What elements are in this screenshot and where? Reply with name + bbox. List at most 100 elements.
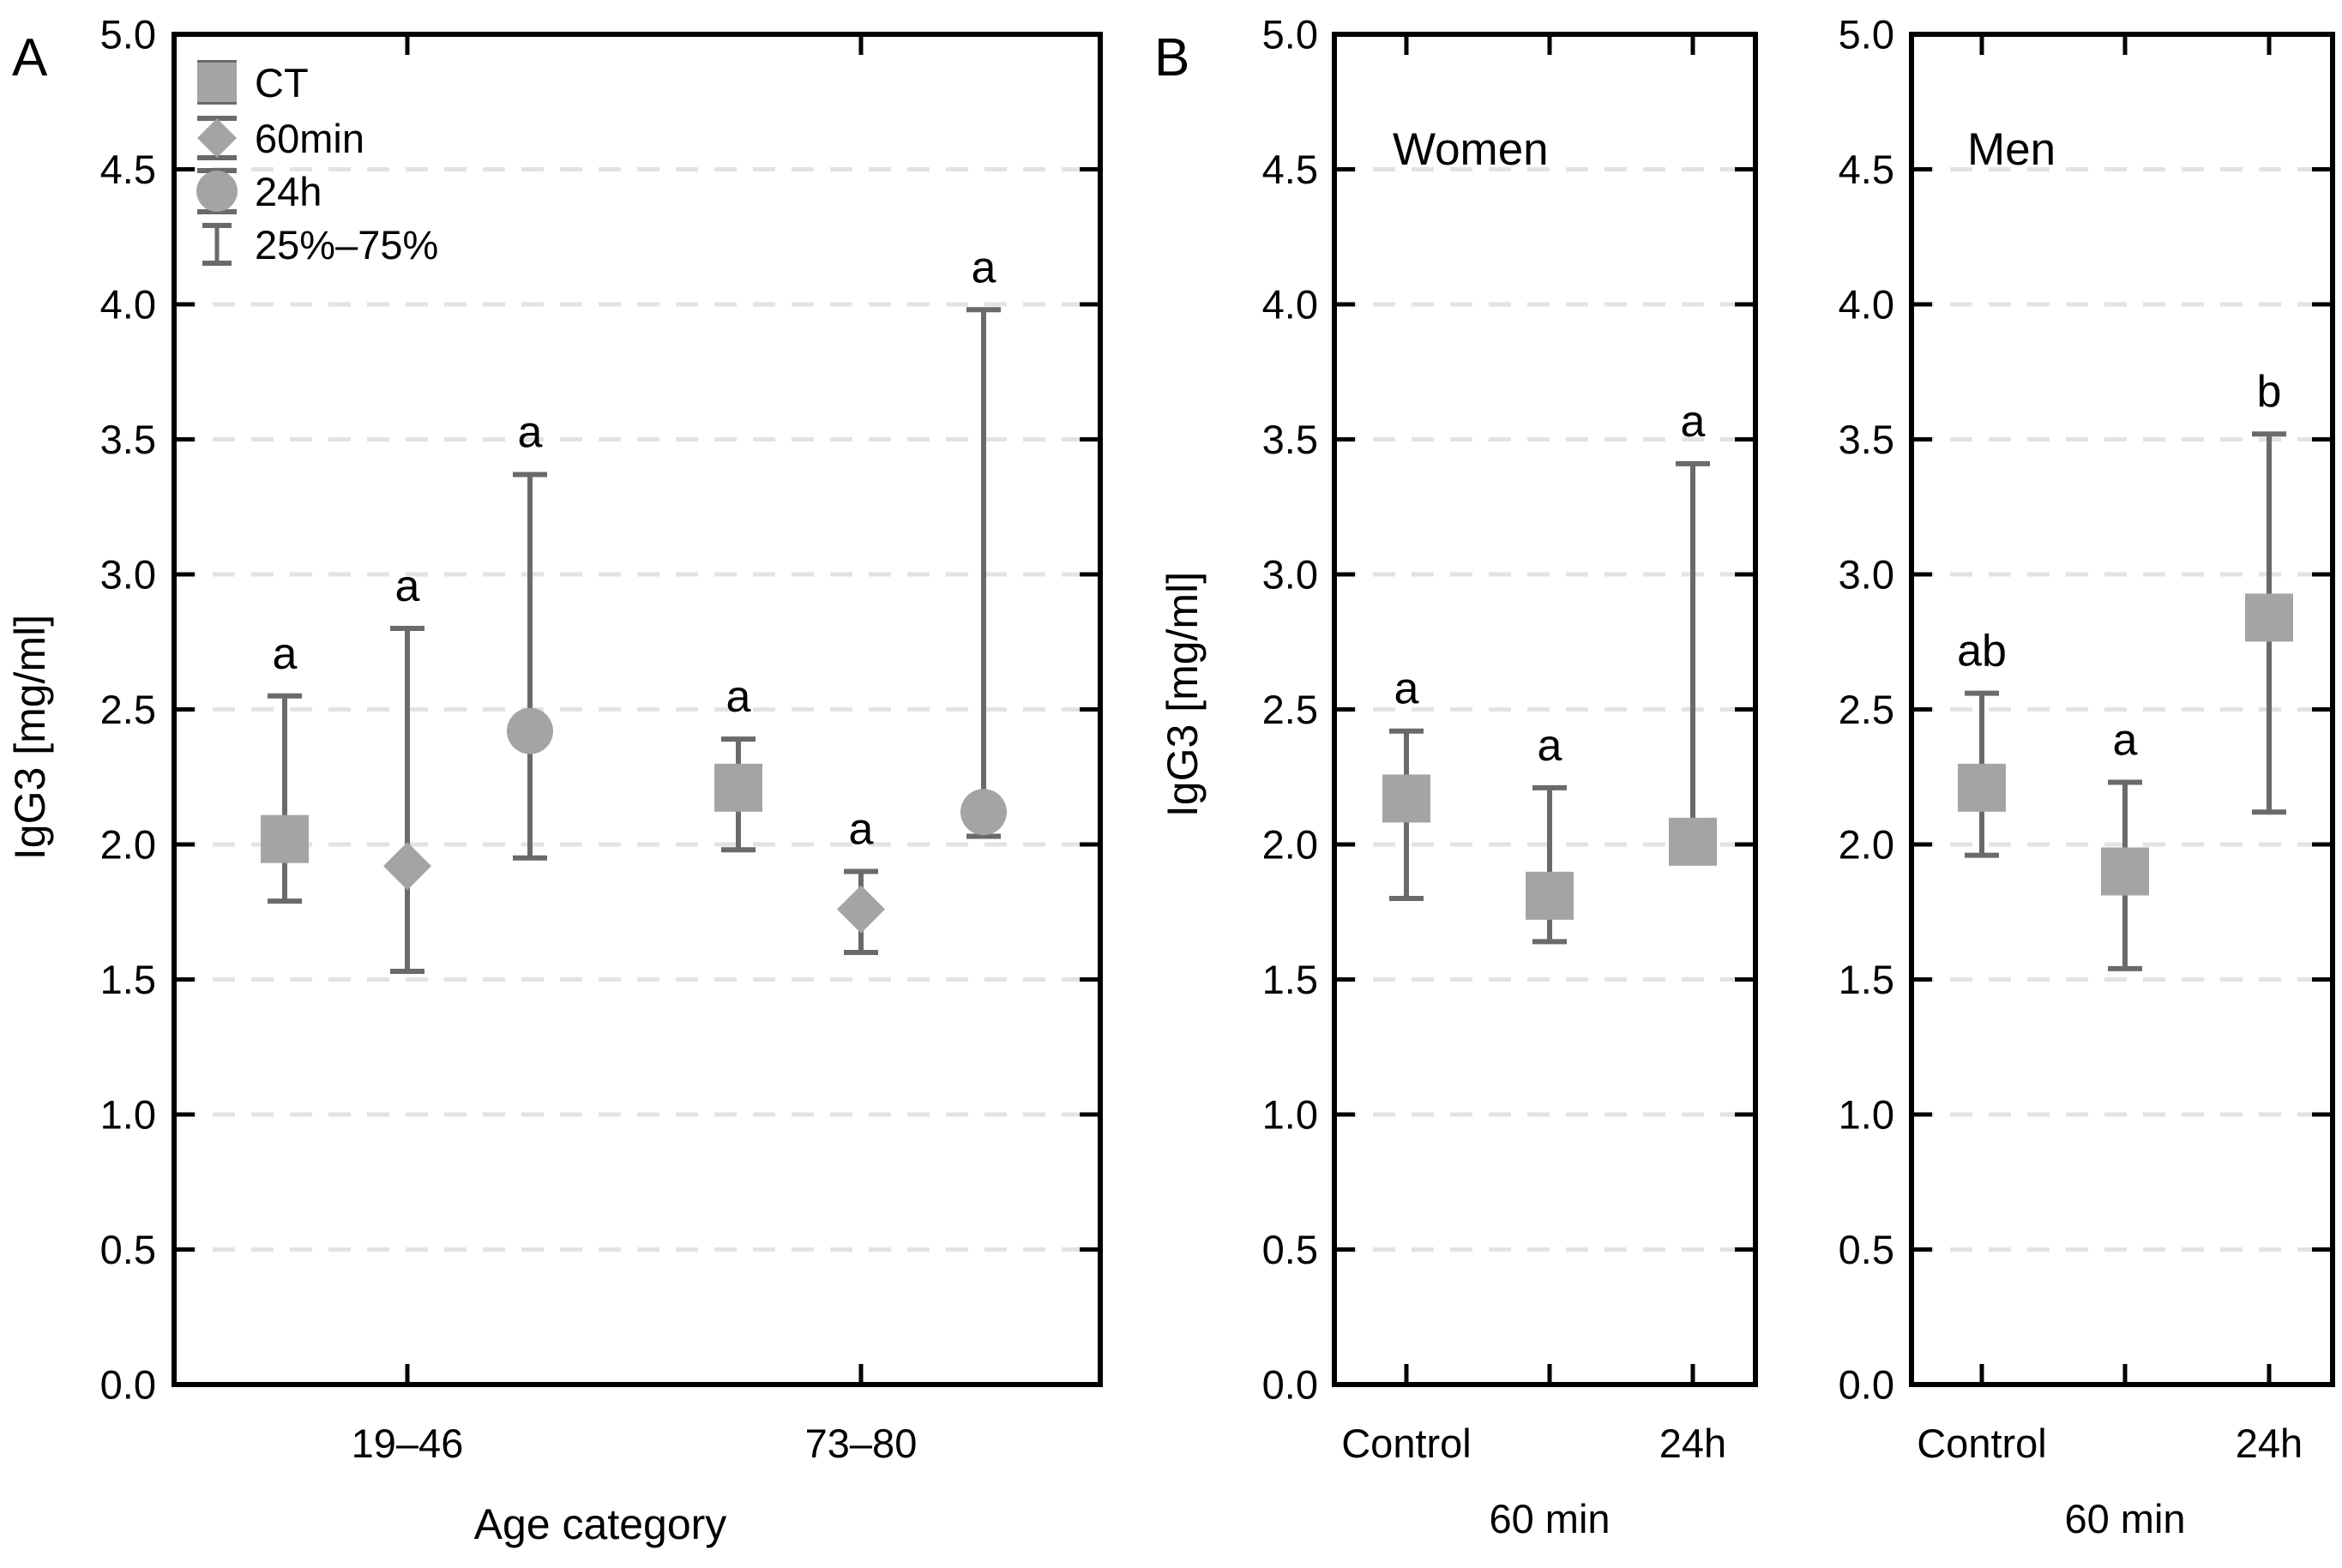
y-tick-label: 4.5 [1839, 147, 1894, 192]
marker-square-icon [1958, 763, 2006, 812]
x-tick-label: 60 min [1489, 1496, 1610, 1541]
y-tick-label: 3.0 [1262, 551, 1318, 597]
sig-letter: a [1538, 721, 1562, 771]
sig-letter: a [1394, 664, 1419, 714]
data-point-CT-1 [1526, 784, 1574, 945]
marker-square-icon [1526, 871, 1574, 920]
y-tick-label: 2.0 [100, 821, 156, 867]
panel-letter: B [1154, 28, 1189, 87]
data-point-CT-0 [1958, 690, 2006, 858]
y-tick-label: 2.5 [100, 687, 156, 732]
legend-item-2575 [202, 223, 232, 266]
data-point-60min-0 [383, 626, 431, 975]
data-point-CT-1 [2101, 779, 2149, 971]
y-tick-label: 1.0 [1839, 1091, 1894, 1137]
data-point-24h-1 [960, 307, 1007, 839]
legend-item-24h [196, 168, 238, 214]
sig-letter: a [849, 805, 874, 855]
x-tick-label: 73–80 [805, 1421, 918, 1466]
legend-item-ct [197, 60, 237, 105]
sig-letter: a [395, 562, 420, 611]
panel-letter: A [12, 28, 48, 87]
y-tick-label: 5.0 [100, 11, 156, 57]
y-tick-label: 3.0 [1839, 551, 1894, 597]
data-point-24h-0 [507, 472, 553, 861]
legend-diamond-icon [197, 118, 237, 158]
legend-square-icon [197, 63, 237, 102]
y-tick-label: 0.5 [1839, 1227, 1894, 1272]
marker-diamond-icon [837, 885, 885, 934]
x-tick-label: Control [1917, 1421, 2047, 1466]
panel-men [1909, 32, 2335, 1387]
y-tick-label: 2.0 [1839, 821, 1894, 867]
y-tick-label: 4.0 [1839, 281, 1894, 327]
y-tick-label: 2.5 [1262, 687, 1318, 732]
y-tick-label: 4.5 [1262, 147, 1318, 192]
y-axis-title: IgG3 [mg/ml] [6, 615, 54, 860]
x-tick-label: 19–46 [352, 1421, 464, 1466]
y-tick-label: 1.0 [1262, 1091, 1318, 1137]
y-tick-label: 0.5 [1262, 1227, 1318, 1272]
legend-item-60min [197, 116, 237, 160]
y-tick-label: 5.0 [1839, 11, 1894, 57]
sig-letter: a [1681, 397, 1706, 447]
legend-label: CT [255, 60, 309, 105]
sig-letter: a [273, 629, 298, 679]
y-tick-label: 4.0 [100, 281, 156, 327]
y-tick-label: 5.0 [1262, 11, 1318, 57]
y-tick-label: 3.5 [1839, 417, 1894, 462]
sig-letter: b [2257, 367, 2282, 417]
x-tick-label: 24h [2236, 1421, 2303, 1466]
marker-square-icon [1382, 774, 1430, 823]
y-tick-label: 2.5 [1839, 687, 1894, 732]
marker-square-icon [714, 763, 762, 812]
marker-circle-icon [507, 707, 553, 754]
x-tick-label: 60 min [2064, 1496, 2185, 1541]
panel-a [172, 32, 1103, 1387]
y-tick-label: 3.5 [1262, 417, 1318, 462]
marker-square-icon [2101, 847, 2149, 896]
subplot-title: Women [1393, 124, 1549, 175]
subplot-title: Men [1967, 124, 2056, 175]
sig-letter: a [726, 672, 751, 722]
y-tick-label: 4.5 [100, 147, 156, 192]
data-point-CT-1 [714, 736, 762, 853]
y-tick-label: 0.0 [1839, 1361, 1894, 1407]
y-tick-label: 0.0 [1262, 1361, 1318, 1407]
x-tick-label: 24h [1659, 1421, 1726, 1466]
y-axis-title: IgG3 [mg/ml] [1159, 572, 1207, 817]
panel-women [1332, 32, 1758, 1387]
marker-square-icon [1669, 817, 1717, 866]
data-point-60min-1 [837, 868, 885, 955]
y-tick-label: 1.5 [1262, 957, 1318, 1002]
data-point-CT-2 [2245, 431, 2293, 815]
marker-square-icon [2245, 593, 2293, 642]
y-tick-label: 1.5 [1839, 957, 1894, 1002]
x-tick-label: Control [1341, 1421, 1472, 1466]
legend [196, 60, 238, 266]
legend-label: 25%–75% [255, 222, 438, 267]
y-tick-label: 4.0 [1262, 281, 1318, 327]
sig-letter: a [972, 243, 996, 292]
legend-circle-icon [196, 171, 238, 212]
y-tick-label: 0.5 [100, 1227, 156, 1272]
marker-diamond-icon [383, 842, 431, 891]
data-point-CT-0 [261, 693, 309, 904]
marker-square-icon [261, 814, 309, 863]
y-tick-label: 2.0 [1262, 821, 1318, 867]
sig-letter: ab [1957, 627, 2007, 676]
legend-label: 24h [255, 169, 322, 214]
data-point-CT-2 [1669, 460, 1717, 866]
y-tick-label: 0.0 [100, 1361, 156, 1407]
y-tick-label: 1.5 [100, 957, 156, 1002]
y-tick-label: 3.5 [100, 417, 156, 462]
x-axis-title: Age category [474, 1500, 727, 1548]
marker-circle-icon [960, 789, 1007, 836]
y-tick-label: 1.0 [100, 1091, 156, 1137]
sig-letter: a [518, 407, 543, 457]
legend-label: 60min [255, 116, 364, 161]
data-point-CT-0 [1382, 728, 1430, 901]
